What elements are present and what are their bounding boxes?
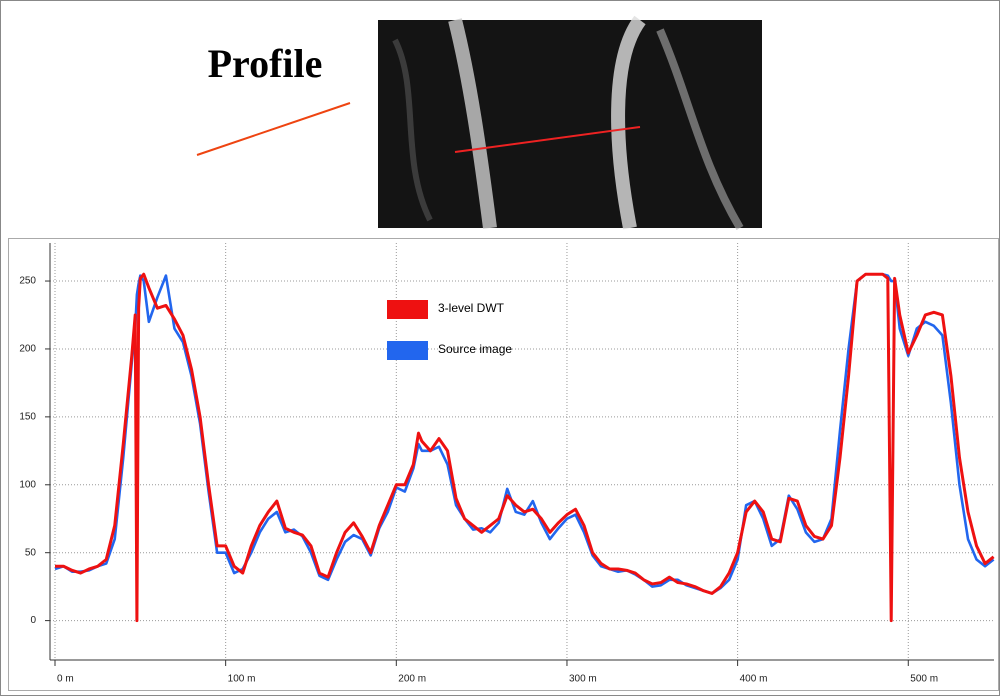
y-tick-label: 0 bbox=[30, 615, 36, 626]
x-tick-label: 200 m bbox=[398, 674, 426, 685]
legend-swatch bbox=[387, 341, 428, 360]
y-tick-label: 250 bbox=[19, 276, 36, 287]
y-tick-label: 200 bbox=[19, 344, 36, 355]
legend-label: Source image bbox=[438, 342, 512, 356]
legend-label: 3-level DWT bbox=[438, 301, 505, 315]
figure: Profile 0 50 100 150 200 250 0 m 100 m 200 m 300 … bbox=[0, 0, 1000, 696]
page: Profile 0 50 100 150 200 250 0 m 100 m 200 m 300 … bbox=[0, 0, 1000, 696]
x-tick-label: 300 m bbox=[569, 674, 597, 685]
profile-label: Profile bbox=[208, 41, 323, 86]
x-tick-label: 500 m bbox=[910, 674, 938, 685]
source-image bbox=[378, 20, 762, 228]
y-tick-label: 50 bbox=[25, 547, 37, 558]
y-tick-label: 150 bbox=[19, 412, 36, 423]
legend-swatch bbox=[387, 300, 428, 319]
x-tick-label: 0 m bbox=[57, 674, 74, 685]
x-tick-label: 400 m bbox=[740, 674, 768, 685]
x-tick-label: 100 m bbox=[228, 674, 256, 685]
y-tick-label: 100 bbox=[19, 479, 36, 490]
